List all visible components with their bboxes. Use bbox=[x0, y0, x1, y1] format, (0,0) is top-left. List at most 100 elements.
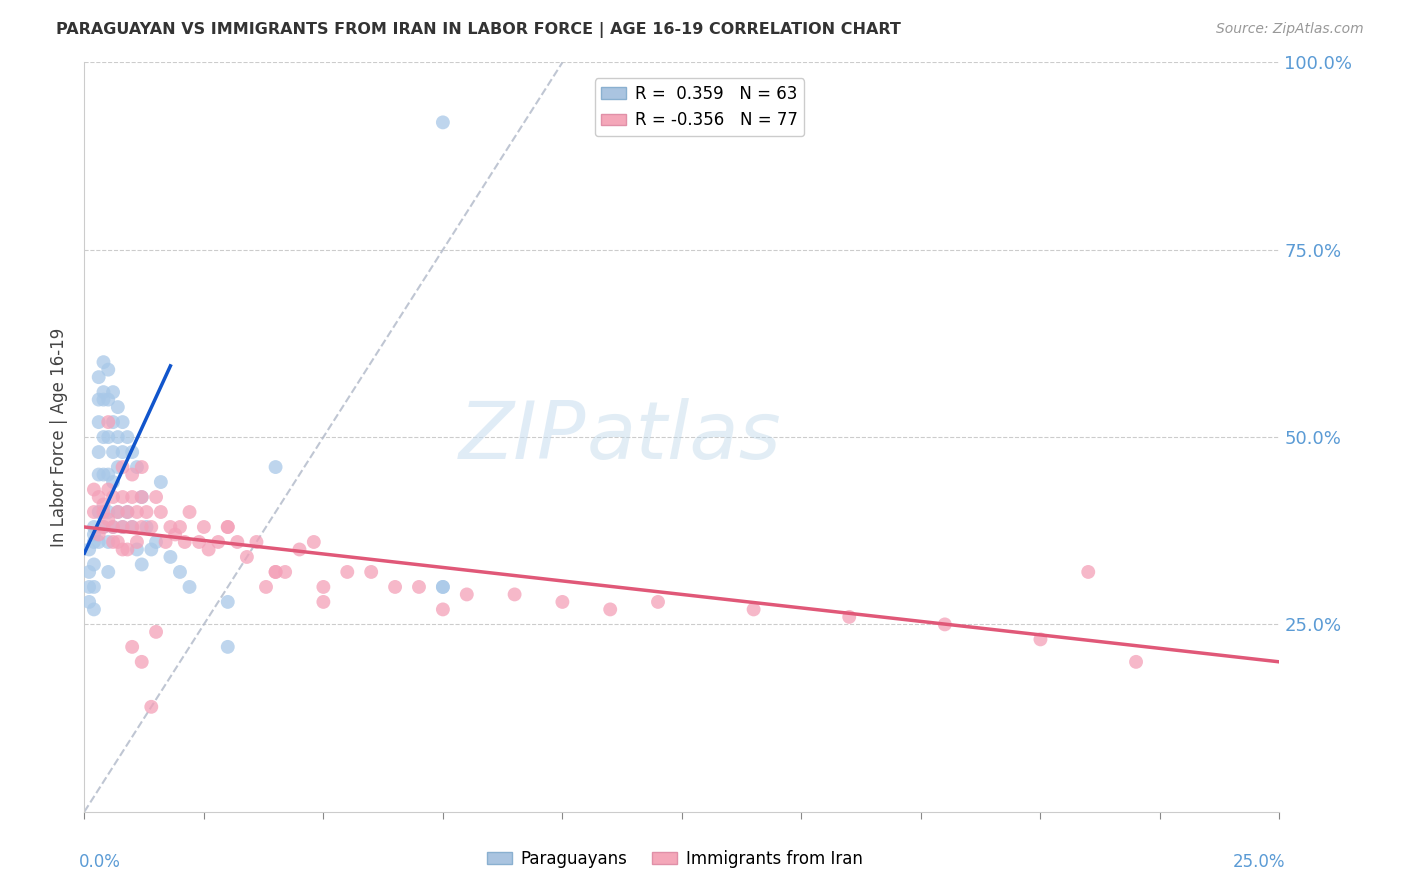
Point bbox=[101, 520, 124, 534]
Point bbox=[141, 520, 163, 534]
Point bbox=[125, 460, 148, 475]
Point bbox=[107, 505, 129, 519]
Point bbox=[101, 535, 124, 549]
Point bbox=[101, 385, 124, 400]
Point bbox=[197, 542, 219, 557]
Point bbox=[159, 549, 181, 564]
Point bbox=[111, 445, 134, 459]
Point bbox=[169, 565, 191, 579]
Point bbox=[135, 520, 157, 534]
Point bbox=[101, 520, 124, 534]
Point bbox=[179, 505, 201, 519]
Point bbox=[107, 430, 129, 444]
Point bbox=[83, 505, 105, 519]
Point bbox=[169, 520, 191, 534]
Point bbox=[264, 565, 287, 579]
Point bbox=[742, 602, 765, 616]
Point bbox=[83, 527, 105, 541]
Point bbox=[131, 655, 153, 669]
Point bbox=[149, 475, 172, 489]
Point bbox=[432, 602, 454, 616]
Point bbox=[97, 512, 120, 526]
Point bbox=[135, 505, 157, 519]
Point bbox=[93, 430, 115, 444]
Point bbox=[83, 483, 105, 497]
Point bbox=[97, 483, 120, 497]
Point bbox=[302, 535, 325, 549]
Point bbox=[245, 535, 267, 549]
Y-axis label: In Labor Force | Age 16-19: In Labor Force | Age 16-19 bbox=[51, 327, 69, 547]
Point bbox=[117, 430, 139, 444]
Point bbox=[97, 415, 120, 429]
Point bbox=[408, 580, 430, 594]
Point bbox=[97, 430, 120, 444]
Point bbox=[97, 505, 120, 519]
Point bbox=[551, 595, 574, 609]
Point bbox=[236, 549, 259, 564]
Point bbox=[141, 699, 163, 714]
Point bbox=[107, 460, 129, 475]
Point bbox=[121, 445, 143, 459]
Point bbox=[207, 535, 229, 549]
Point bbox=[111, 520, 134, 534]
Point bbox=[503, 587, 526, 601]
Point bbox=[647, 595, 669, 609]
Point bbox=[131, 490, 153, 504]
Point bbox=[97, 535, 120, 549]
Point bbox=[226, 535, 249, 549]
Point bbox=[179, 580, 201, 594]
Point bbox=[111, 460, 134, 475]
Point bbox=[121, 467, 143, 482]
Point bbox=[111, 415, 134, 429]
Point bbox=[87, 445, 110, 459]
Point bbox=[254, 580, 277, 594]
Point bbox=[217, 595, 239, 609]
Point bbox=[217, 520, 239, 534]
Point bbox=[121, 520, 143, 534]
Point bbox=[159, 520, 181, 534]
Point bbox=[131, 460, 153, 475]
Point bbox=[384, 580, 406, 594]
Point bbox=[101, 415, 124, 429]
Point bbox=[77, 595, 100, 609]
Point bbox=[111, 490, 134, 504]
Point bbox=[155, 535, 177, 549]
Point bbox=[117, 505, 139, 519]
Point bbox=[432, 580, 454, 594]
Point bbox=[87, 490, 110, 504]
Point bbox=[93, 505, 115, 519]
Point bbox=[125, 542, 148, 557]
Point bbox=[131, 490, 153, 504]
Point bbox=[87, 415, 110, 429]
Point bbox=[149, 505, 172, 519]
Point bbox=[87, 467, 110, 482]
Point bbox=[599, 602, 621, 616]
Point bbox=[93, 520, 115, 534]
Point bbox=[131, 558, 153, 572]
Point bbox=[87, 370, 110, 384]
Point bbox=[87, 505, 110, 519]
Point bbox=[101, 475, 124, 489]
Legend: Paraguayans, Immigrants from Iran: Paraguayans, Immigrants from Iran bbox=[481, 844, 869, 875]
Point bbox=[312, 580, 335, 594]
Text: ZIP: ZIP bbox=[458, 398, 586, 476]
Point bbox=[336, 565, 359, 579]
Point bbox=[125, 505, 148, 519]
Point bbox=[193, 520, 215, 534]
Point bbox=[77, 542, 100, 557]
Point bbox=[165, 527, 187, 541]
Point bbox=[83, 602, 105, 616]
Text: PARAGUAYAN VS IMMIGRANTS FROM IRAN IN LABOR FORCE | AGE 16-19 CORRELATION CHART: PARAGUAYAN VS IMMIGRANTS FROM IRAN IN LA… bbox=[56, 22, 901, 38]
Point bbox=[83, 580, 105, 594]
Point bbox=[217, 520, 239, 534]
Point bbox=[107, 400, 129, 414]
Point bbox=[188, 535, 211, 549]
Point bbox=[83, 520, 105, 534]
Point bbox=[1029, 632, 1052, 647]
Point bbox=[264, 460, 287, 475]
Point bbox=[288, 542, 311, 557]
Point bbox=[107, 535, 129, 549]
Text: 0.0%: 0.0% bbox=[79, 853, 121, 871]
Point bbox=[121, 520, 143, 534]
Point bbox=[145, 535, 167, 549]
